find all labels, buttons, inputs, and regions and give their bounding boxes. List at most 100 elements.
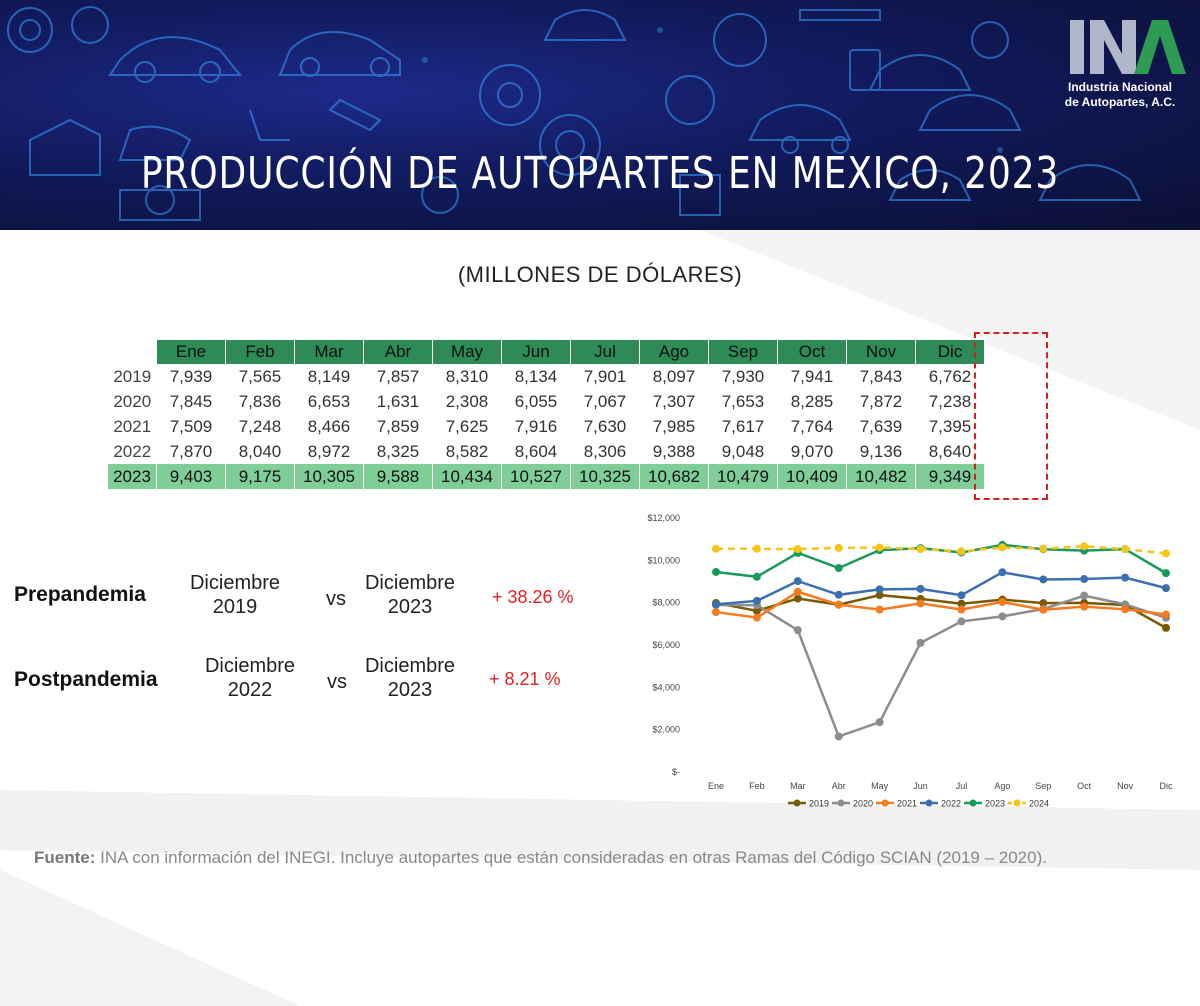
row-year: 2023 <box>108 464 157 489</box>
background-shading <box>0 230 1200 1006</box>
ina-logo <box>1070 20 1186 74</box>
data-point-2021 <box>1080 602 1089 611</box>
x-tick-label: Jun <box>913 781 928 791</box>
table-row: 2021 7,509 7,248 8,466 7,859 7,625 7,916 7,630 7… <box>108 414 985 439</box>
table-cell: 1,631 <box>376 391 420 411</box>
series-line-2020 <box>715 594 1167 739</box>
data-point-2022 <box>1162 584 1170 593</box>
y-tick-label: $10,000 <box>647 555 680 565</box>
table-cell: 10,409 <box>777 464 847 489</box>
table-cell: 9,175 <box>225 464 295 489</box>
data-point-2022 <box>712 600 720 609</box>
legend-label-2024: 2024 <box>1029 799 1049 809</box>
prepandemia-vs: vs <box>326 588 346 610</box>
postpandemia-change: + 8.21 % <box>489 669 561 689</box>
table-cell: 8,466 <box>307 416 351 436</box>
y-tick-label: $8,000 <box>652 598 680 608</box>
automotive-pattern-illustration <box>7 6 1142 221</box>
legend-marker-2020 <box>837 799 845 807</box>
table-cell: 7,857 <box>376 366 420 386</box>
legend-label-2022: 2022 <box>941 799 961 809</box>
data-point-2024 <box>1162 549 1170 558</box>
data-point-2021 <box>834 600 843 609</box>
table-cell: 8,040 <box>238 441 282 461</box>
data-point-2020 <box>834 732 843 741</box>
data-point-2022 <box>1080 575 1089 584</box>
table-cell: 10,325 <box>570 464 640 489</box>
table-cell: 7,565 <box>238 366 282 386</box>
postpandemia-to-year: 2023 <box>387 679 433 701</box>
units-subtitle: (MILLONES DE DÓLARES) <box>457 262 743 287</box>
data-point-2020 <box>793 626 802 635</box>
data-point-2024 <box>712 544 720 553</box>
table-cell: 7,870 <box>169 441 213 461</box>
x-tick-label: Ago <box>994 781 1010 791</box>
prepandemia-to: Diciembre 2023 <box>350 571 470 619</box>
corner-cell <box>108 340 157 364</box>
data-point-2022 <box>916 584 925 593</box>
table-cell: 10,305 <box>294 464 364 489</box>
page-title: PRODUCCIÓN DE AUTOPARTES EN MEXICO, 2023 <box>140 148 1060 199</box>
month-header-abr: Abr <box>363 340 433 364</box>
table-row: 2023 9,403 9,175 10,305 9,588 10,434 10,527 10,… <box>108 464 985 489</box>
table-cell: 7,901 <box>583 366 627 386</box>
table-cell: 8,149 <box>307 366 351 386</box>
table-cell: 7,941 <box>790 366 834 386</box>
table-cell: 7,985 <box>652 416 696 436</box>
table-row: 2020 7,845 7,836 6,653 1,631 2,308 6,055 7,067 7… <box>108 389 985 414</box>
data-point-2021 <box>998 597 1007 606</box>
x-tick-label: Ene <box>708 781 724 791</box>
data-point-2022 <box>752 596 761 605</box>
month-header-ago: Ago <box>639 340 709 364</box>
table-cell: 7,617 <box>721 416 765 436</box>
month-header-jun: Jun <box>501 340 571 364</box>
data-point-2020 <box>998 612 1007 621</box>
data-point-2024 <box>1080 542 1089 551</box>
x-tick-label: Oct <box>1077 781 1092 791</box>
month-header-oct: Oct <box>777 340 847 364</box>
header-banner: Industria Nacional de Autopartes, A.C. P… <box>0 0 1200 230</box>
table-cell: 9,070 <box>790 441 834 461</box>
table-cell: 10,527 <box>501 464 571 489</box>
data-point-2021 <box>916 599 925 608</box>
legend-marker-2024 <box>1013 799 1021 807</box>
data-point-2021 <box>1121 605 1130 614</box>
series-line-2022 <box>715 570 1167 606</box>
data-point-2021 <box>752 613 761 622</box>
logo-caption: Industria Nacional de Autopartes, A.C. <box>1050 80 1190 110</box>
month-header-may: May <box>432 340 502 364</box>
x-tick-label: May <box>871 781 889 791</box>
table-row: 2019 7,939 7,565 8,149 7,857 8,310 8,134 7,901 8… <box>108 364 985 389</box>
table-cell: 7,395 <box>928 416 972 436</box>
series-line-2023 <box>715 543 1167 579</box>
data-point-2021 <box>793 587 802 596</box>
table-cell: 8,604 <box>514 441 558 461</box>
table-cell: 7,845 <box>169 391 213 411</box>
x-tick-label: Jul <box>956 781 968 791</box>
data-point-2020 <box>916 638 925 647</box>
month-header-jul: Jul <box>570 340 640 364</box>
data-point-2023 <box>1162 569 1170 578</box>
legend-marker-2022 <box>925 799 933 807</box>
table-cell: 9,588 <box>363 464 433 489</box>
month-header-nov: Nov <box>846 340 916 364</box>
month-header-mar: Mar <box>294 340 364 364</box>
data-point-2019 <box>793 594 802 603</box>
table-cell: 9,403 <box>156 464 226 489</box>
legend-marker-2021 <box>881 799 889 807</box>
x-tick-label: Sep <box>1035 781 1051 791</box>
table-cell: 9,136 <box>859 441 903 461</box>
table-cell: 7,930 <box>721 366 765 386</box>
data-point-2021 <box>957 605 966 614</box>
data-point-2020 <box>1080 591 1089 600</box>
table-row: 2022 7,870 8,040 8,972 8,325 8,582 8,604 8,306 9… <box>108 439 985 464</box>
month-header-ene: Ene <box>156 340 226 364</box>
table-cell: 8,097 <box>652 366 696 386</box>
data-point-2022 <box>1039 575 1048 584</box>
x-tick-label: Feb <box>749 781 765 791</box>
table-cell: 8,325 <box>376 441 420 461</box>
table-cell: 6,653 <box>307 391 351 411</box>
table-cell: 7,630 <box>583 416 627 436</box>
series-line-2024 <box>716 544 1167 555</box>
data-point-2020 <box>957 617 966 626</box>
